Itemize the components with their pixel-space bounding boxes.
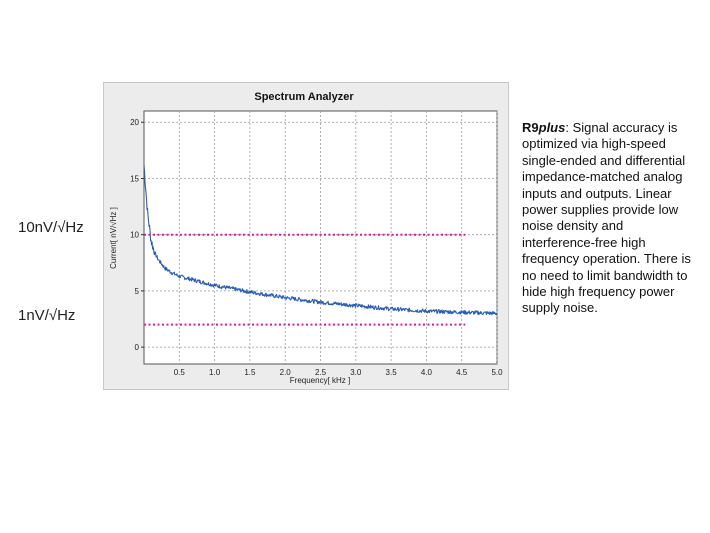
x-tick-label: 2.5	[315, 368, 327, 377]
y-tick-label: 10	[130, 231, 139, 240]
y-tick-label: 20	[130, 118, 139, 127]
x-tick-label: 5.0	[491, 368, 503, 377]
product-name-bold: R9	[522, 120, 539, 135]
x-tick-label: 1.5	[244, 368, 256, 377]
x-tick-label: 3.0	[350, 368, 362, 377]
upper-reference-label: 10nV/√Hz	[18, 219, 84, 236]
spectrum-trace	[143, 165, 498, 316]
y-tick-label: 5	[135, 287, 140, 296]
product-name-italic: plus	[538, 120, 566, 135]
y-tick-label: 0	[135, 343, 140, 352]
chart-svg: Spectrum Analyzer 0.5 1.0 1.5 2.0 2.5 3.0 3.5 4…	[109, 91, 503, 385]
description-text: R9plus: Signal accuracy is optimized via…	[522, 120, 694, 317]
plot-area	[143, 110, 498, 365]
tick-labels: 0.5 1.0 1.5 2.0 2.5 3.0 3.5 4.0 4.5 5.0 0 5 10 15 20	[130, 118, 503, 377]
description-body: : Signal accuracy is optimized via high-…	[522, 120, 691, 316]
x-tick-label: 2.0	[280, 368, 292, 377]
spectrum-analyzer-chart: Spectrum Analyzer 0.5 1.0 1.5 2.0 2.5 3.0 3.5 4…	[103, 82, 509, 390]
chart-title: Spectrum Analyzer	[254, 91, 354, 103]
x-tick-label: 4.5	[456, 368, 468, 377]
trace-layer	[143, 165, 498, 316]
x-tick-label: 3.5	[386, 368, 398, 377]
lower-reference-label: 1nV/√Hz	[18, 307, 76, 324]
y-axis-label: Current[ nV/√Hz ]	[109, 207, 118, 269]
x-tick-label: 1.0	[209, 368, 221, 377]
x-tick-label: 0.5	[174, 368, 186, 377]
y-tick-label: 15	[130, 174, 139, 183]
x-axis-label: Frequency[ kHz ]	[290, 376, 350, 385]
x-tick-label: 4.0	[421, 368, 433, 377]
